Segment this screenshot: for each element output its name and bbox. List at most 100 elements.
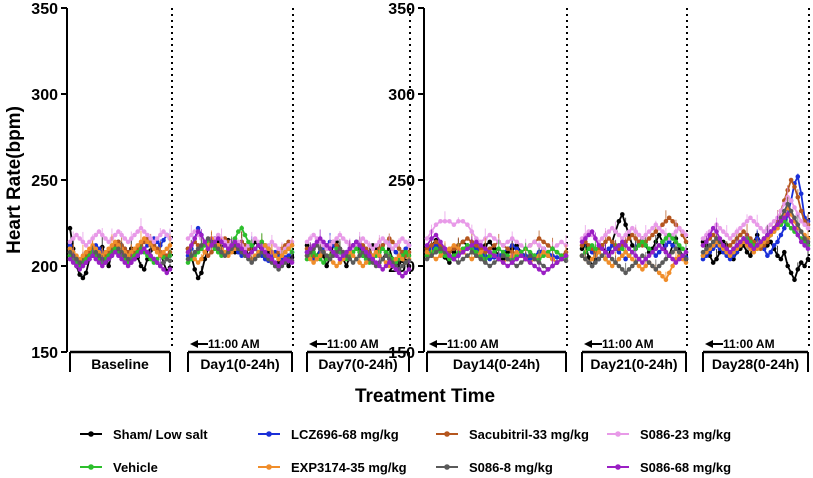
data-point [321, 239, 326, 245]
data-point [541, 270, 546, 276]
data-point [289, 260, 295, 265]
data-point [744, 249, 750, 255]
data-point [626, 229, 632, 234]
data-point [164, 232, 170, 238]
data-point [67, 256, 73, 262]
data-point [532, 253, 537, 258]
data-point [442, 246, 448, 252]
data-point [314, 239, 320, 245]
data-point [545, 267, 551, 272]
data-point [660, 239, 665, 245]
data-point [331, 239, 336, 245]
data-point [500, 253, 506, 258]
y-tick-label: 300 [31, 87, 58, 104]
data-point [112, 232, 118, 238]
data-point [357, 253, 362, 258]
legend-label: Sham/ Low salt [113, 427, 208, 442]
data-point [469, 229, 475, 234]
data-point [286, 258, 291, 264]
data-point [734, 229, 740, 234]
data-point [518, 249, 524, 255]
data-point [527, 249, 533, 255]
data-point [383, 239, 389, 245]
data-point [236, 229, 241, 234]
data-point [129, 260, 134, 265]
data-point [232, 236, 238, 241]
data-point [640, 239, 645, 245]
data-point [550, 263, 555, 269]
data-point [643, 243, 648, 248]
data-point [663, 249, 669, 255]
data-point [433, 222, 439, 227]
legend-item: LCZ696-68 mg/kg [258, 427, 399, 442]
data-point [219, 249, 224, 255]
data-point [613, 246, 618, 252]
data-point [283, 249, 288, 255]
data-point [666, 270, 672, 276]
data-point [670, 263, 675, 269]
legend-item: Vehicle [80, 460, 158, 475]
data-point [465, 253, 470, 258]
data-point [80, 263, 86, 269]
data-point [620, 239, 625, 245]
data-point [721, 243, 726, 248]
y-tick-label: 350 [31, 1, 58, 18]
data-point [727, 236, 733, 241]
data-point [603, 256, 608, 262]
data-point [788, 219, 794, 224]
data-point [106, 246, 111, 252]
data-point [771, 225, 777, 231]
data-point [579, 243, 585, 248]
data-point [509, 260, 515, 265]
data-point [311, 243, 316, 248]
data-point [80, 253, 86, 258]
data-point [541, 239, 546, 245]
data-point [514, 263, 519, 269]
data-point [195, 246, 201, 252]
data-point [373, 260, 379, 265]
data-point [74, 256, 79, 262]
data-point [103, 236, 108, 241]
data-point [202, 249, 208, 255]
data-point [717, 225, 723, 231]
data-point [393, 249, 399, 255]
data-point [192, 236, 197, 241]
data-point [354, 239, 359, 245]
time-arrow [190, 340, 208, 348]
data-point [788, 198, 794, 203]
data-point [579, 246, 585, 252]
data-point [579, 239, 585, 245]
data-point [164, 246, 170, 252]
data-point [424, 236, 430, 241]
data-point [387, 243, 392, 248]
data-point [460, 246, 466, 252]
data-point [334, 253, 339, 258]
data-point [630, 249, 635, 255]
data-point [229, 243, 234, 248]
data-point [331, 249, 336, 255]
data-point [438, 249, 443, 255]
data-point [785, 263, 790, 269]
data-point [606, 253, 612, 258]
data-point [276, 267, 281, 272]
data-point [798, 208, 804, 214]
data-point [554, 249, 560, 255]
data-point [541, 246, 546, 252]
data-point [154, 249, 160, 255]
data-point [317, 236, 323, 241]
data-point [390, 263, 395, 269]
data-point [663, 256, 669, 262]
data-point [505, 246, 511, 252]
data-point [680, 246, 685, 252]
data-point [666, 253, 672, 258]
time-arrow [584, 340, 602, 348]
data-point [795, 232, 801, 238]
series-3-panel-0 [67, 218, 173, 248]
series-3-panel-5 [700, 187, 811, 241]
data-point [623, 249, 628, 255]
data-point [646, 260, 652, 265]
data-point [626, 236, 632, 241]
data-point [456, 219, 461, 224]
data-point [393, 243, 399, 248]
data-point [474, 253, 479, 258]
